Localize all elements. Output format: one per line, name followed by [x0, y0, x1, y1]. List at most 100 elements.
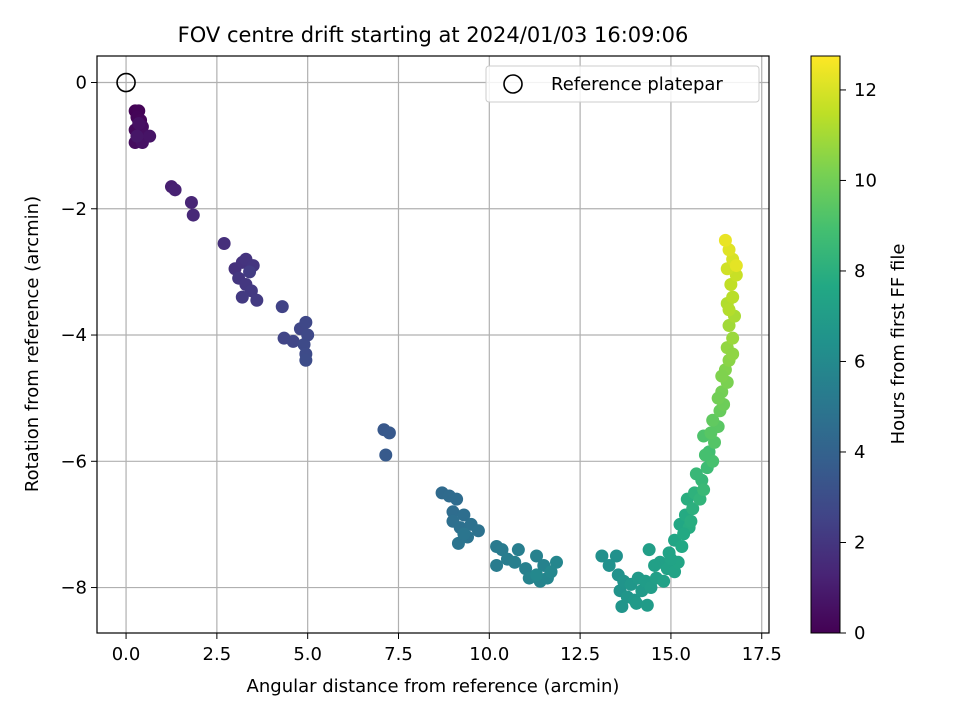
- x-axis-ticks: 0.0 2.5 5.0 7.5 10.0 12.5 15.0 17.5: [112, 633, 782, 665]
- scatter-point: [544, 565, 558, 579]
- scatter-point: [446, 505, 460, 519]
- scatter-point: [729, 259, 743, 273]
- scatter-point: [495, 543, 509, 557]
- legend-box: [485, 65, 760, 103]
- scatter-point: [648, 558, 662, 572]
- scatter-point: [698, 448, 712, 462]
- y-tick-label: −8: [60, 578, 87, 599]
- scatter-point: [675, 540, 689, 554]
- scatter-point: [299, 353, 313, 367]
- chart-title: FOV centre drift starting at 2024/01/03 …: [178, 23, 689, 47]
- y-axis-label: Rotation from reference (arcmin): [22, 196, 43, 492]
- x-tick-label: 7.5: [384, 644, 413, 665]
- y-tick-label: −2: [60, 199, 87, 220]
- colorbar-tick-label: 6: [854, 351, 865, 372]
- colorbar: 0 2 4 6 8 10 12 Hours from first FF file: [810, 55, 909, 644]
- plot-frame: [96, 55, 770, 634]
- scatter-point: [235, 290, 249, 304]
- scatter-point: [609, 549, 623, 563]
- x-tick-label: 17.5: [742, 644, 782, 665]
- x-tick-label: 15.0: [651, 644, 691, 665]
- scatter-point: [595, 549, 609, 563]
- scatter-point: [244, 284, 258, 298]
- scatter-point: [471, 524, 485, 538]
- scatter-point: [530, 549, 544, 563]
- colorbar-tick-label: 2: [854, 532, 865, 553]
- colorbar-gradient: [810, 55, 841, 634]
- scatter-point: [729, 268, 743, 282]
- scatter-point: [686, 502, 700, 516]
- y-axis-ticks: 0 −2 −4 −6 −8: [60, 73, 97, 599]
- y-tick-label: 0: [76, 73, 87, 94]
- colorbar-tick-label: 10: [854, 170, 877, 191]
- scatter-point: [722, 319, 736, 333]
- x-tick-label: 10.0: [469, 644, 509, 665]
- scatter-point: [677, 527, 691, 541]
- scatter-point: [299, 315, 313, 329]
- x-axis-label: Angular distance from reference (arcmin): [247, 676, 620, 697]
- scatter-point: [726, 347, 740, 361]
- scatter-point: [186, 208, 200, 222]
- scatter-point: [490, 558, 504, 572]
- scatter-point: [451, 536, 465, 550]
- reference-platepar-layer: [116, 72, 136, 93]
- scatter-point: [629, 596, 643, 610]
- scatter-point: [511, 543, 525, 557]
- scatter-point: [640, 598, 654, 612]
- scatter-point: [726, 331, 740, 345]
- scatter-point: [217, 236, 231, 250]
- x-tick-label: 0.0: [112, 644, 141, 665]
- scatter-point: [706, 413, 720, 427]
- reference-platepar-marker: [116, 72, 136, 93]
- scatter-point: [130, 129, 144, 143]
- colorbar-tick-label: 4: [854, 442, 865, 463]
- scatter-point: [657, 574, 671, 588]
- scatter-point: [664, 552, 678, 566]
- scatter-point: [684, 514, 698, 528]
- colorbar-ticks: 0 2 4 6 8 10 12: [840, 80, 877, 644]
- scatter-point: [275, 300, 289, 314]
- x-tick-label: 12.5: [560, 644, 600, 665]
- scatter-point: [168, 183, 182, 197]
- scatter-point: [718, 233, 732, 247]
- scatter-point: [724, 278, 738, 292]
- scatter-point: [704, 426, 718, 440]
- scatter-point: [726, 290, 740, 304]
- scatter-point: [697, 483, 711, 497]
- colorbar-tick-label: 12: [854, 80, 877, 101]
- colorbar-tick-label: 0: [854, 623, 865, 644]
- scatter-point: [450, 492, 464, 506]
- scatter-point: [530, 568, 544, 582]
- scatter-point: [286, 334, 300, 348]
- scatter-point: [143, 129, 157, 143]
- legend-label-reference: Reference platepar: [551, 74, 723, 95]
- scatter-point: [715, 369, 729, 383]
- scatter-point: [550, 555, 564, 569]
- scatter-point: [379, 448, 393, 462]
- scatter-point: [711, 391, 725, 405]
- x-tick-label: 5.0: [293, 644, 322, 665]
- y-tick-label: −4: [60, 325, 87, 346]
- scatter-point: [508, 555, 522, 569]
- scatter-point: [243, 265, 257, 279]
- scatter-point: [689, 467, 703, 481]
- scatter-point: [382, 426, 396, 440]
- scatter-point: [722, 303, 736, 317]
- scatter-point: [250, 293, 264, 307]
- scatter-point: [644, 581, 658, 595]
- colorbar-tick-label: 8: [854, 261, 865, 282]
- scatter-point: [132, 117, 146, 131]
- scatter-point: [457, 527, 471, 541]
- legend-marker-reference: [503, 74, 523, 94]
- scatter-point: [457, 508, 471, 522]
- scatter-point: [615, 599, 629, 613]
- legend: Reference platepar: [485, 65, 760, 103]
- scatter-points: [128, 104, 743, 613]
- scatter-point: [642, 543, 656, 557]
- scatter-point: [184, 195, 198, 209]
- colorbar-label: Hours from first FF file: [888, 244, 909, 445]
- y-tick-label: −6: [60, 451, 87, 472]
- x-tick-label: 2.5: [203, 644, 232, 665]
- scatter-point: [602, 558, 616, 572]
